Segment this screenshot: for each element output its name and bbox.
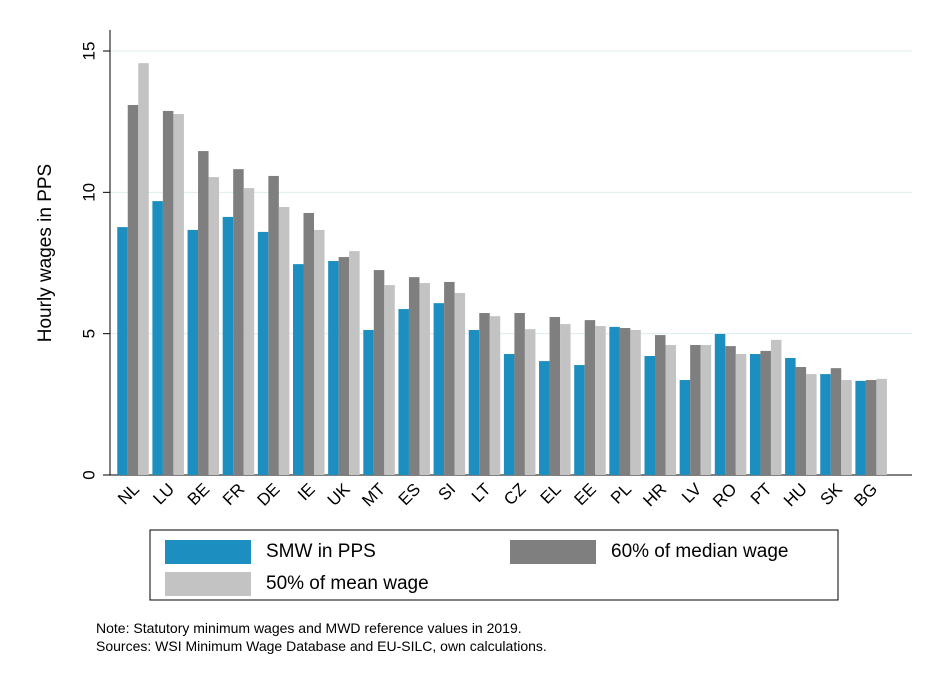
bar bbox=[257, 231, 269, 475]
note: Note: Statutory minimum wages and MWD re… bbox=[96, 620, 522, 636]
bar bbox=[795, 367, 807, 475]
bar bbox=[770, 339, 782, 475]
bar bbox=[524, 329, 536, 475]
bar bbox=[162, 110, 174, 476]
bar bbox=[419, 283, 430, 475]
note: Sources: WSI Minimum Wage Database and E… bbox=[96, 638, 547, 654]
bar bbox=[619, 328, 631, 475]
legend-swatch bbox=[510, 540, 596, 564]
legend-label: SMW in PPS bbox=[266, 541, 376, 562]
bar bbox=[725, 346, 736, 475]
bar bbox=[328, 261, 339, 475]
bar bbox=[549, 316, 561, 475]
bar bbox=[433, 303, 445, 475]
legend-box bbox=[149, 529, 839, 601]
bar bbox=[373, 270, 385, 475]
bar bbox=[665, 344, 676, 475]
bar bbox=[138, 63, 149, 476]
bar bbox=[630, 329, 641, 475]
bar bbox=[785, 357, 796, 475]
y-tick-label: 10 bbox=[79, 183, 98, 202]
bar bbox=[560, 324, 571, 475]
bar bbox=[479, 313, 490, 475]
bar bbox=[173, 114, 184, 475]
bar bbox=[514, 313, 525, 475]
y-tick-label: 5 bbox=[79, 329, 98, 338]
bar bbox=[714, 333, 726, 475]
y-axis-label: Hourly wages in PPS bbox=[35, 164, 56, 342]
bar bbox=[855, 380, 866, 475]
bar bbox=[820, 374, 831, 475]
bar bbox=[303, 212, 314, 475]
bar bbox=[644, 355, 655, 475]
bar bbox=[876, 378, 887, 475]
bar bbox=[278, 207, 290, 476]
bar bbox=[349, 251, 360, 475]
bar bbox=[503, 354, 515, 475]
bar bbox=[338, 257, 350, 475]
bar bbox=[198, 151, 209, 475]
bar bbox=[408, 277, 420, 475]
legend-label: 50% of mean wage bbox=[266, 573, 429, 594]
bar bbox=[655, 335, 666, 475]
bar bbox=[127, 104, 139, 476]
bar bbox=[806, 374, 817, 475]
y-tick-label: 15 bbox=[79, 42, 98, 61]
bar bbox=[222, 216, 234, 475]
bar bbox=[208, 177, 220, 475]
bar bbox=[468, 329, 480, 475]
bar bbox=[444, 281, 455, 475]
legend-label: 60% of median wage bbox=[611, 541, 788, 562]
bar bbox=[539, 361, 550, 475]
bar bbox=[595, 326, 606, 475]
bar bbox=[187, 229, 199, 475]
bar bbox=[760, 350, 771, 475]
bar bbox=[268, 175, 279, 475]
bar bbox=[384, 285, 395, 475]
bar bbox=[830, 368, 842, 475]
bar bbox=[293, 264, 304, 475]
bar bbox=[454, 292, 466, 475]
bar bbox=[749, 354, 761, 475]
bar bbox=[233, 169, 244, 475]
bar bbox=[117, 227, 128, 475]
bar bbox=[243, 188, 255, 476]
bar bbox=[363, 329, 374, 475]
bar bbox=[398, 309, 409, 475]
bar bbox=[865, 380, 877, 475]
bar bbox=[679, 380, 691, 475]
bar bbox=[574, 365, 585, 475]
legend-swatch bbox=[165, 540, 251, 564]
bar bbox=[152, 201, 163, 475]
bar bbox=[841, 380, 852, 475]
y-tick-label: 0 bbox=[79, 470, 98, 479]
legend-swatch bbox=[165, 572, 251, 596]
bar bbox=[609, 326, 620, 475]
bar bbox=[584, 320, 596, 475]
bar bbox=[700, 344, 712, 475]
bar bbox=[489, 316, 501, 475]
bar bbox=[735, 354, 747, 475]
bar bbox=[690, 344, 701, 475]
bar bbox=[314, 229, 325, 475]
